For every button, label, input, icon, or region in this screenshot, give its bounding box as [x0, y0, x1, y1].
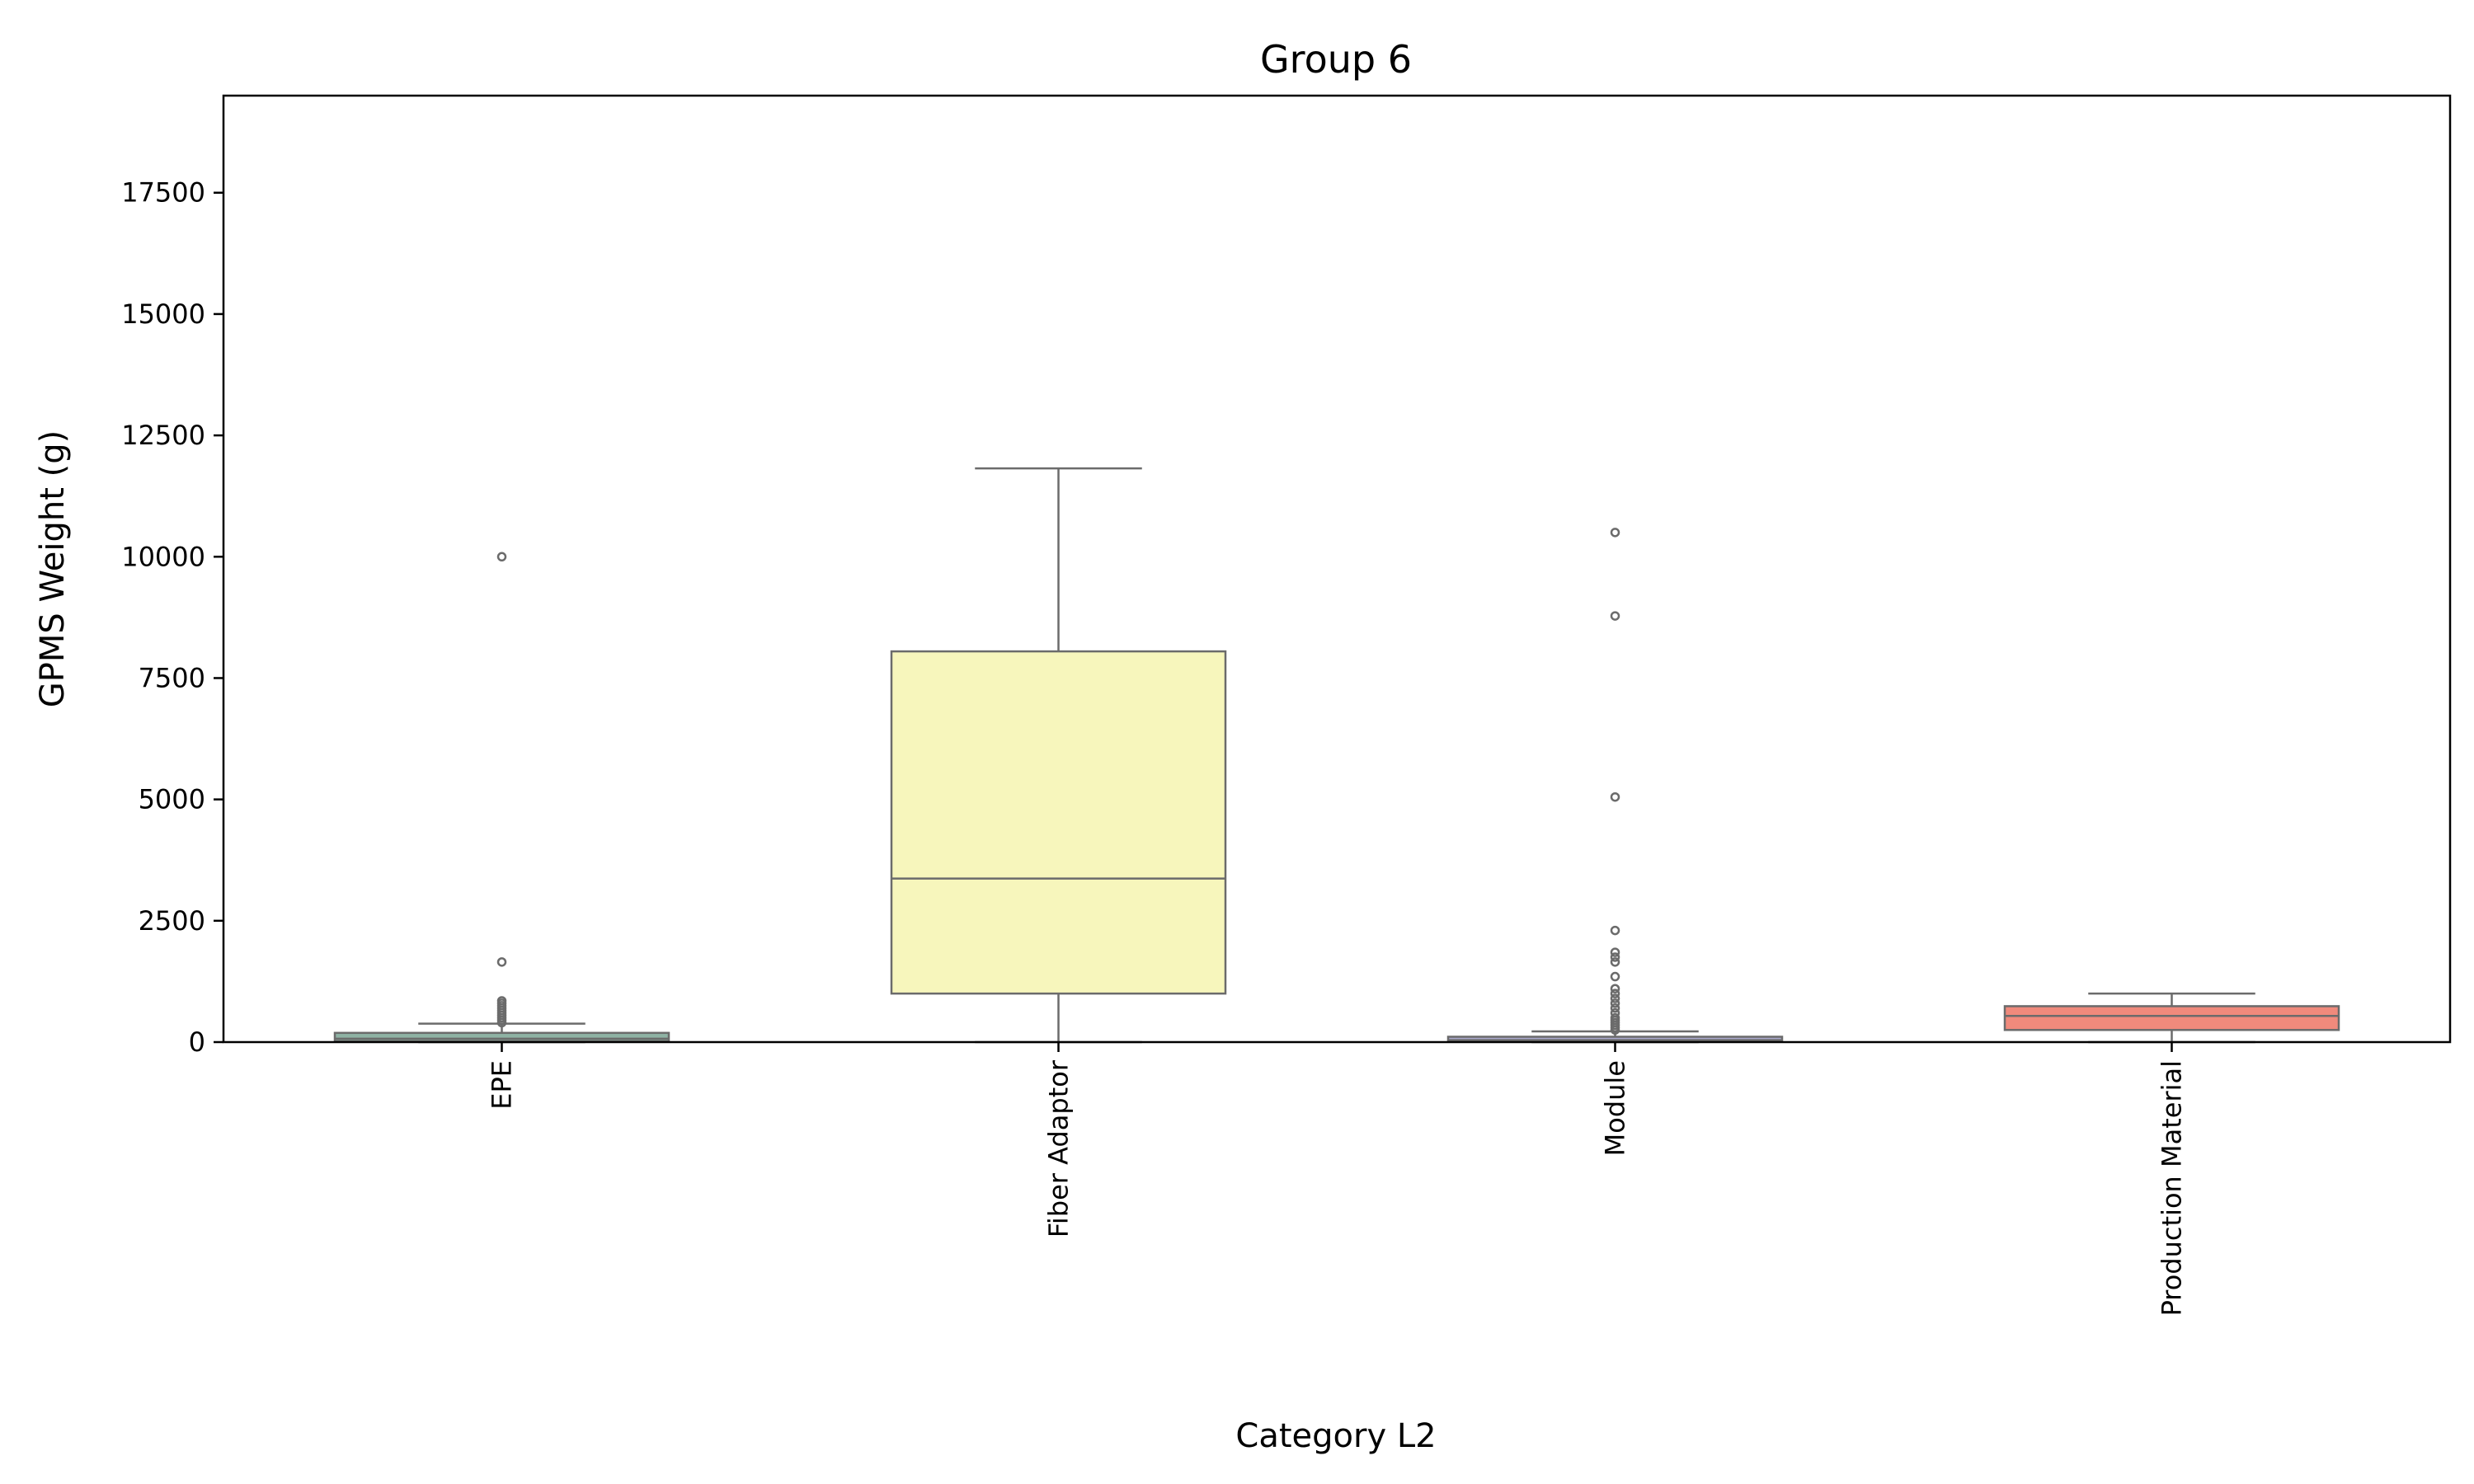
- box: [890, 650, 1227, 995]
- outlier-point: [1610, 1025, 1620, 1036]
- y-tick-label: 10000: [121, 541, 205, 572]
- x-tick-label: EPE: [487, 1060, 518, 1110]
- outlier-point: [1610, 957, 1620, 967]
- y-tick-label: 5000: [139, 784, 205, 815]
- outlier-point: [496, 552, 507, 562]
- outlier-point: [496, 1017, 507, 1028]
- y-tick-label: 15000: [121, 298, 205, 330]
- plot-frame: [222, 94, 2452, 1044]
- y-tick-label: 0: [189, 1026, 205, 1058]
- outlier-point: [1610, 925, 1620, 936]
- outlier-point: [1610, 1003, 1620, 1013]
- outlier-point: [1610, 998, 1620, 1008]
- x-tick-label: Fiber Adaptor: [1043, 1059, 1075, 1237]
- outlier-point: [1610, 791, 1620, 802]
- outlier-point: [1610, 947, 1620, 957]
- outlier-point: [496, 957, 507, 967]
- outlier-point: [1610, 984, 1620, 993]
- x-tick-label: Production Material: [2157, 1060, 2188, 1316]
- outlier-point: [1610, 528, 1620, 538]
- y-tick-label: 2500: [139, 905, 205, 937]
- y-tick-label: 7500: [139, 662, 205, 693]
- box: [2003, 1005, 2340, 1031]
- y-tick-label: 17500: [121, 177, 205, 209]
- chart-title: Group 6: [1260, 37, 1412, 82]
- outlier-point: [1610, 952, 1620, 962]
- y-tick-label: 12500: [121, 420, 205, 451]
- x-tick-label: Module: [1600, 1060, 1631, 1156]
- y-axis-title: GPMS Weight (g): [34, 430, 72, 707]
- outlier-point: [1610, 993, 1620, 1003]
- outlier-point: [1610, 971, 1620, 982]
- plot-area: 0 2500 5000 7500 10000 12500 15000 17500 EPE Fibe…: [121, 177, 2340, 1316]
- x-axis-title: Category L2: [1235, 1417, 1436, 1455]
- outlier-point: [1610, 611, 1620, 621]
- outlier-point: [1610, 989, 1620, 998]
- box: [333, 1031, 670, 1043]
